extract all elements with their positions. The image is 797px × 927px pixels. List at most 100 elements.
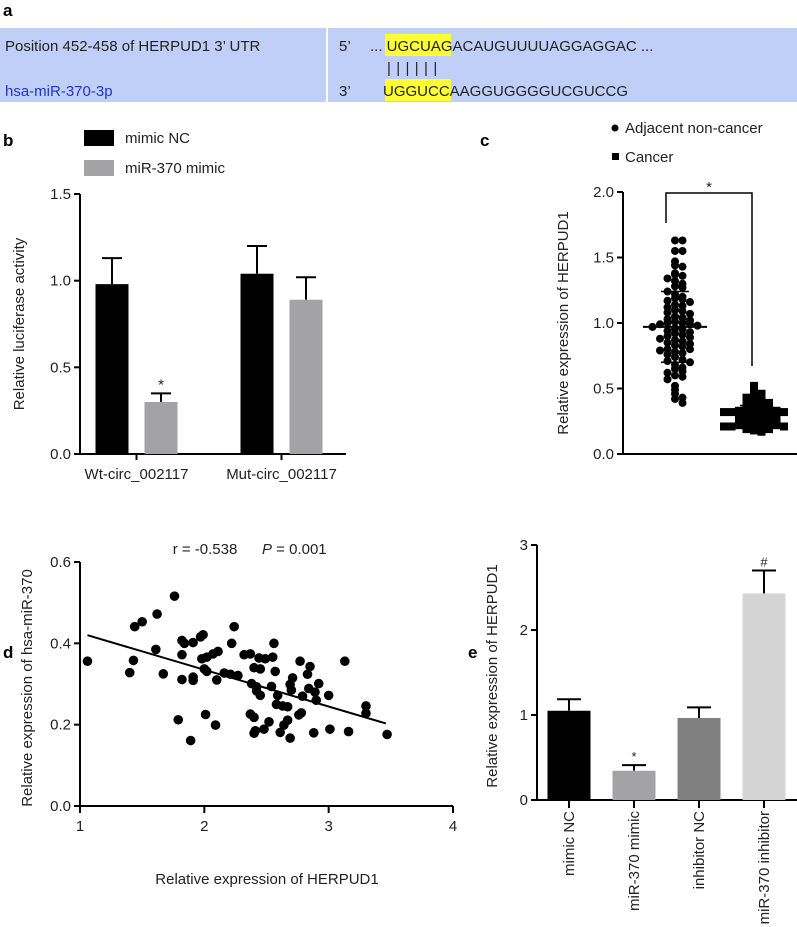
panel-c-y-tick-label: 2.0 — [593, 184, 614, 201]
data-point-adjacent — [686, 298, 694, 307]
data-point — [275, 727, 285, 738]
data-point — [169, 591, 180, 601]
data-point — [255, 664, 266, 674]
panel-e-y-tick-label: 3 — [520, 537, 528, 554]
data-point-adjacent — [671, 371, 679, 380]
mirna-label: hsa-miR-370-3p — [5, 83, 113, 100]
data-point — [343, 726, 354, 737]
target-seq-pre: ... UGCUAGACAUGUUUU — [370, 38, 549, 55]
five-prime-end: 5’ — [339, 38, 351, 55]
panel-e-plot: 0 1 2 3 mimic NC * miR-370 mimic inhibitor NC # m… — [520, 537, 797, 924]
data-point-adjacent — [678, 262, 687, 271]
data-point-cancer — [735, 421, 743, 430]
data-point-adjacent — [671, 246, 679, 255]
panel-c-y-tick-label: 1.0 — [593, 315, 614, 332]
significance-mark: # — [760, 555, 768, 570]
panel-d-x-tick-label: 4 — [449, 818, 457, 835]
data-point — [179, 638, 190, 649]
legend-label-mimic-nc: mimic NC — [125, 130, 190, 147]
mirna-seq-match: UCGUCC — [551, 83, 617, 100]
panel-b-y-tick-label: 0.5 — [50, 359, 71, 376]
data-point — [260, 653, 271, 664]
legend-marker-circle — [611, 124, 619, 132]
data-point — [255, 690, 266, 701]
data-point — [128, 655, 139, 666]
alignment-divider — [326, 28, 328, 102]
bar-0 — [547, 710, 591, 800]
data-point-adjacent — [656, 334, 664, 343]
data-point-cancer — [727, 408, 736, 417]
panel-e-x-tick-label: miR-370 mimic — [626, 811, 643, 912]
regression-line — [87, 634, 387, 725]
target-seq-post: AC ... — [616, 38, 654, 55]
data-point — [287, 673, 298, 683]
data-point-adjacent — [663, 274, 672, 283]
target-highlight — [385, 34, 451, 56]
data-point — [340, 656, 350, 667]
mirna-seq-pre: UGGUCCAAGGUGGGG — [383, 83, 551, 100]
bar-3 — [742, 593, 786, 800]
correlation-p: P = 0.001 — [262, 541, 327, 558]
data-point — [129, 621, 140, 632]
legend-swatch-mir370-mimic — [84, 160, 114, 176]
legend-swatch-mimic-nc — [84, 130, 114, 146]
data-point — [82, 656, 93, 667]
data-point-adjacent — [678, 398, 687, 407]
data-point — [323, 690, 334, 701]
data-point-cancer — [765, 425, 773, 434]
data-point-adjacent — [663, 308, 672, 317]
panel-b-plot: 0.0 0.5 1.0 1.5 Wt-circ_002117 * Mut-circ_0021… — [50, 186, 346, 483]
bar-1-1 — [289, 299, 323, 454]
panel-c-y-tick-label: 0.0 — [593, 446, 614, 463]
data-point-adjacent — [663, 368, 672, 377]
data-point — [264, 717, 274, 727]
data-point — [249, 712, 259, 723]
bar-2 — [677, 717, 721, 800]
data-point — [177, 674, 187, 685]
panel-b-ylabel: Relative luciferase activity — [11, 237, 28, 410]
data-point — [305, 661, 315, 672]
panel-d-plot: 0.0 0.2 0.4 0.6 1 2 3 4 — [50, 554, 457, 835]
data-point-cancer — [750, 381, 758, 390]
data-point-cancer — [720, 422, 728, 431]
correlation-r: r = -0.538 — [173, 541, 238, 558]
panel-d-x-tick-label: 2 — [200, 818, 208, 835]
mirna-sequence: UGGUCCAAGGUGGGGUCGUCCG — [383, 83, 628, 100]
target-label: Position 452-458 of HERPUD1 3’ UTR — [5, 38, 261, 55]
data-point — [210, 720, 221, 730]
significance-bracket — [665, 192, 753, 366]
p-symbol: P — [262, 541, 272, 558]
panel-e-x-tick-label: miR-370 inhibitor — [756, 811, 773, 924]
data-point-adjacent — [678, 295, 687, 304]
data-point — [233, 670, 243, 681]
data-point-adjacent — [671, 236, 679, 245]
p-value: = 0.001 — [272, 541, 327, 558]
data-point — [361, 701, 371, 711]
panel-d-x-tick-label: 1 — [76, 818, 84, 835]
data-point-adjacent — [678, 307, 687, 316]
panel-label-a: a — [3, 1, 13, 20]
data-point-adjacent — [686, 345, 694, 354]
data-point — [270, 666, 281, 677]
panel-d-y-tick-label: 0.2 — [50, 717, 71, 734]
legend-marker-square — [612, 153, 619, 160]
mirna-seq-post: G — [616, 83, 628, 100]
data-point — [302, 669, 313, 680]
data-point-cancer — [757, 427, 766, 436]
data-point — [282, 701, 293, 712]
data-point-adjacent — [663, 332, 672, 341]
data-point — [177, 649, 187, 660]
data-point — [213, 646, 223, 657]
data-point-adjacent — [663, 350, 672, 359]
data-point-adjacent — [663, 338, 672, 347]
panel-d-xlabel: Relative expression of HERPUD1 — [155, 871, 378, 888]
data-point-adjacent — [663, 375, 672, 384]
data-point — [382, 729, 392, 740]
data-point-cancer — [780, 422, 788, 431]
data-point-cancer — [772, 421, 781, 430]
panel-d-ylabel: Relative expression of hsa-miR-370 — [19, 569, 36, 807]
panel-label-d: d — [3, 643, 13, 662]
bar-0-1 — [240, 273, 274, 454]
data-point-adjacent — [663, 356, 672, 365]
panel-label-b: b — [3, 131, 13, 150]
